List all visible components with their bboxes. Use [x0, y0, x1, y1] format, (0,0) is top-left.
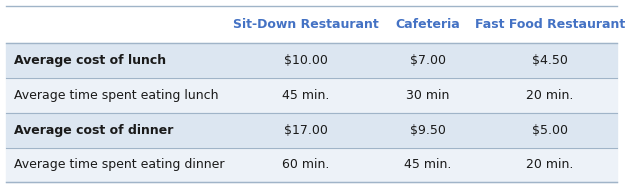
Text: $7.00: $7.00 — [410, 54, 445, 67]
Text: Average cost of lunch: Average cost of lunch — [13, 54, 166, 67]
Text: 60 min.: 60 min. — [282, 158, 329, 171]
Text: Cafeteria: Cafeteria — [396, 18, 460, 31]
Text: 45 min.: 45 min. — [282, 89, 329, 102]
Text: $4.50: $4.50 — [532, 54, 568, 67]
Text: 20 min.: 20 min. — [526, 158, 573, 171]
Text: $17.00: $17.00 — [284, 124, 328, 137]
Text: $10.00: $10.00 — [284, 54, 328, 67]
Text: 45 min.: 45 min. — [404, 158, 451, 171]
Bar — [6, 6, 617, 43]
Bar — [6, 43, 617, 78]
Text: $5.00: $5.00 — [532, 124, 568, 137]
Text: 20 min.: 20 min. — [526, 89, 573, 102]
Text: Sit-Down Restaurant: Sit-Down Restaurant — [233, 18, 378, 31]
Bar — [6, 148, 617, 182]
Bar — [6, 113, 617, 148]
Text: 30 min: 30 min — [406, 89, 449, 102]
Text: $9.50: $9.50 — [410, 124, 445, 137]
Bar — [6, 78, 617, 113]
Text: Fast Food Restaurant: Fast Food Restaurant — [475, 18, 625, 31]
Text: Average time spent eating lunch: Average time spent eating lunch — [13, 89, 218, 102]
Text: Average cost of dinner: Average cost of dinner — [13, 124, 173, 137]
Text: Average time spent eating dinner: Average time spent eating dinner — [13, 158, 224, 171]
